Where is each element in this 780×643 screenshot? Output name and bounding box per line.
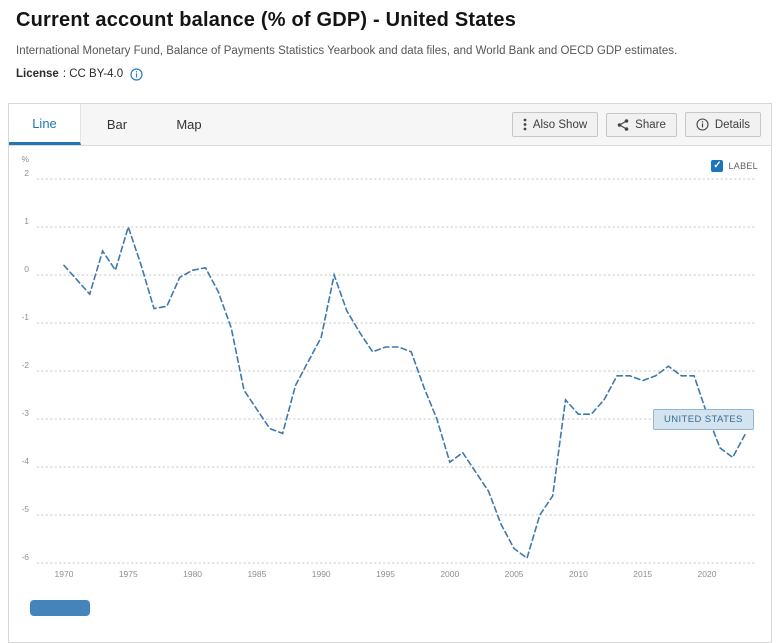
svg-text:1985: 1985	[247, 569, 266, 579]
svg-text:-2: -2	[21, 360, 29, 370]
timeline-slider-handle[interactable]	[30, 600, 90, 616]
svg-text:2010: 2010	[569, 569, 588, 579]
svg-text:1990: 1990	[312, 569, 331, 579]
also-show-label: Also Show	[532, 118, 588, 131]
svg-text:-3: -3	[21, 408, 29, 418]
svg-text:0: 0	[24, 264, 29, 274]
svg-text:%: %	[21, 154, 29, 164]
details-button[interactable]: Details	[684, 112, 761, 137]
share-button[interactable]: Share	[606, 112, 677, 137]
license-value: : CC BY-4.0	[62, 68, 124, 81]
share-icon	[617, 118, 629, 131]
details-label: Details	[714, 118, 750, 131]
svg-text:2: 2	[24, 168, 29, 178]
svg-text:1980: 1980	[183, 569, 202, 579]
page-title: Current account balance (% of GDP) - Uni…	[16, 9, 517, 31]
svg-text:1975: 1975	[119, 569, 138, 579]
chart-tabbar: Line Bar Map Also Show	[9, 104, 771, 146]
share-label: Share	[635, 118, 666, 131]
license-info-icon[interactable]	[130, 68, 143, 81]
svg-text:2015: 2015	[633, 569, 652, 579]
chart-panel: Line Bar Map Also Show	[8, 103, 772, 643]
chart-toolbar: Also Show Share	[511, 104, 771, 145]
license-label: License	[16, 68, 59, 81]
label-checkbox-checked[interactable]: ✓	[711, 160, 724, 172]
page-header: Current account balance (% of GDP) - Uni…	[0, 0, 780, 81]
label-checkbox-text: LABEL	[728, 161, 758, 171]
svg-text:1970: 1970	[55, 569, 74, 579]
license-line: License: CC BY-4.0	[16, 68, 762, 81]
svg-text:2020: 2020	[698, 569, 717, 579]
svg-text:1: 1	[24, 216, 29, 226]
svg-text:2000: 2000	[440, 569, 459, 579]
chart-area: 2 1 0 -1 -2 -3 -4 -5 -6% 1970 1975 1980 1985 1990 1995…	[9, 146, 771, 616]
svg-text:-5: -5	[21, 504, 29, 514]
also-show-button[interactable]: Also Show	[511, 112, 599, 137]
svg-text:-6: -6	[21, 552, 29, 562]
line-chart-canvas[interactable]: 2 1 0 -1 -2 -3 -4 -5 -6% 1970 1975 1980 1985 1990 1995…	[9, 146, 771, 609]
svg-text:1995: 1995	[376, 569, 395, 579]
label-toggle[interactable]: ✓ LABEL	[711, 160, 758, 172]
series-label-united-states: UNITED STATES	[653, 409, 754, 430]
data-source-text: International Monetary Fund, Balance of …	[16, 45, 678, 57]
tab-map[interactable]: Map	[176, 117, 202, 132]
tab-line[interactable]: Line	[9, 104, 81, 145]
svg-text:-4: -4	[21, 456, 29, 466]
svg-text:2005: 2005	[505, 569, 524, 579]
info-icon	[696, 118, 709, 131]
svg-text:-1: -1	[21, 312, 29, 322]
tab-bar[interactable]: Bar	[106, 117, 128, 132]
kebab-dots-icon	[523, 118, 527, 131]
